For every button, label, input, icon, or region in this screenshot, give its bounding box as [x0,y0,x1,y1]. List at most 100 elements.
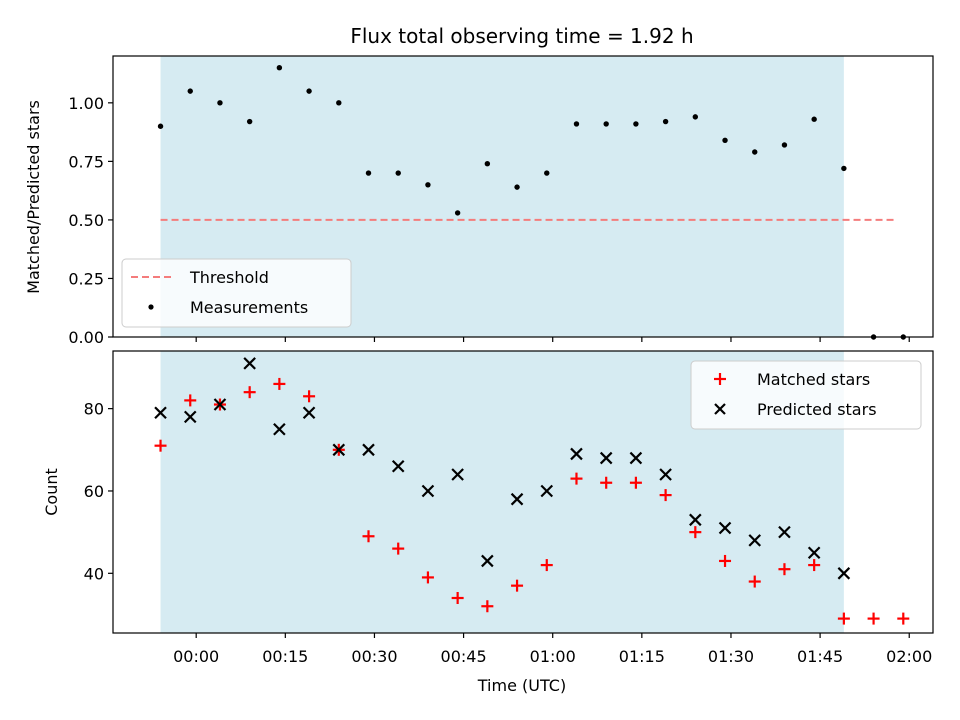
predicted-star-point [391,459,405,473]
measurement-point [752,149,758,155]
matched-star-point [837,612,850,625]
ratio-plot-frame [112,55,934,338]
measurement-point [187,88,193,94]
x-axis-label: Time (UTC) [477,676,566,695]
x-tick-label: 00:45 [441,647,487,666]
measurement-point [246,118,253,125]
predicted-star-point [689,513,702,527]
predicted-star-point [273,422,286,436]
predicted-star-point [362,443,375,457]
predicted-star-point [778,525,791,539]
matched-star-point [511,579,524,592]
x-tick-label: 01:15 [619,647,665,666]
matched-star-point [867,612,880,625]
x-tick-label: 00:15 [262,647,308,666]
measurement-point [722,137,728,143]
measurement-point [573,121,580,127]
ratio-y-axis: 0.00 0.25 0.50 0.75 1.00 [68,94,113,347]
matched-star-point [570,472,583,485]
x-tick-label: 01:30 [708,647,754,666]
legend-predicted-label: Predicted stars [757,400,877,419]
predicted-star-point [570,447,583,461]
predicted-star-point [243,357,256,370]
predicted-star-point [807,546,821,560]
ratio-legend-box [121,258,352,328]
measurement-point [395,170,401,176]
x-tick-label: 01:45 [797,647,843,666]
measurement-point [365,170,372,176]
predicted-stars-series [154,357,851,580]
predicted-star-point [837,567,851,580]
measurement-point [336,100,342,106]
matched-star-point [451,592,464,605]
predicted-star-point [332,443,346,457]
measurement-point [454,210,461,216]
predicted-star-point [183,410,197,424]
measurement-point [157,123,164,129]
measurement-point [276,65,283,71]
matched-star-point [392,542,405,555]
matched-star-point [808,559,821,572]
y-tick-label: 0.50 [68,211,104,230]
matched-star-point [897,612,910,625]
y-tick-label: 0.00 [68,328,104,347]
matched-star-point [303,390,316,403]
matched-stars-series [154,377,910,625]
legend-predicted-swatch [714,403,726,415]
predicted-star-point [718,521,732,535]
legend-matched-label: Matched stars [757,370,870,389]
measurement-point [662,118,669,125]
matched-star-point [778,563,791,576]
count-legend: Matched stars Predicted stars [690,360,922,430]
matched-star-point [243,386,256,399]
matched-star-point [689,526,702,539]
measurement-point [217,100,223,106]
ratio-legend: Threshold Measurements [121,258,352,328]
legend-threshold-label: Threshold [189,268,269,287]
predicted-star-point [213,398,227,411]
predicted-star-point [599,451,613,465]
measurement-point [306,88,312,94]
matched-star-point [629,476,642,489]
y-tick-label: 1.00 [68,94,104,113]
measurement-point [544,170,550,176]
predicted-star-point [302,406,316,420]
count-y-axis-label: Count [42,468,61,516]
x-tick-label: 00:00 [173,647,219,666]
matched-star-point [540,559,553,572]
y-tick-label: 60 [84,482,104,501]
y-tick-label: 0.75 [68,152,104,171]
time-x-axis: 00:00 00:15 00:30 00:45 01:00 01:15 01:30 01:45… [173,633,932,666]
matched-star-point [481,600,494,613]
matched-star-point [719,554,732,567]
matched-star-point [600,476,613,489]
matched-star-point [184,394,197,407]
legend-matched-swatch [714,373,726,385]
ratio-x-ticks [195,337,910,342]
predicted-star-point [540,484,554,498]
measurement-point [633,121,639,127]
ratio-panel: 0.00 0.25 0.50 0.75 1.00 Matched/Predicted s… [24,55,934,347]
count-plot-frame [112,350,934,634]
y-tick-label: 0.25 [68,269,104,288]
chart-title: Flux total observing time = 1.92 h [350,24,693,48]
measurement-point [484,161,491,167]
predicted-star-point [421,484,435,498]
matched-star-point [362,530,375,543]
x-tick-label: 02:00 [886,647,932,666]
measurement-point [811,116,817,122]
predicted-star-point [748,534,762,547]
predicted-star-point [629,451,643,465]
matched-star-point [154,439,167,452]
predicted-star-point [510,492,524,506]
count-y-axis: 40 60 80 [84,400,113,583]
matched-star-point [659,489,672,502]
measurement-point [692,114,699,120]
count-legend-box [690,360,922,430]
measurement-point [425,182,431,188]
x-tick-label: 00:30 [351,647,397,666]
legend-measurements-swatch [148,304,154,310]
matched-star-point [748,575,761,588]
matched-star-point [273,377,286,390]
